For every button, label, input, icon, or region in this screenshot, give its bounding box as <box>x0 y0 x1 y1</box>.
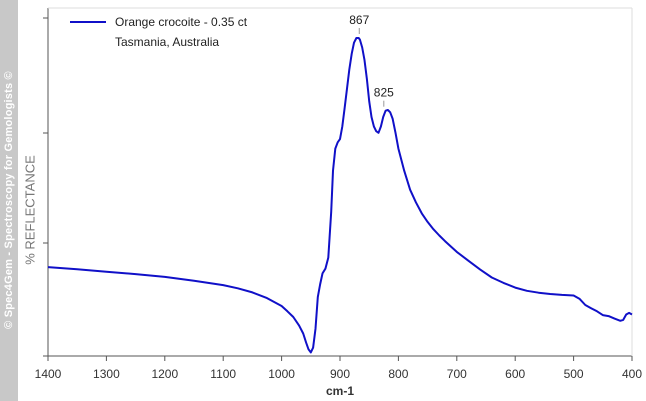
peak-label: 825 <box>374 86 394 100</box>
x-tick-label: 900 <box>330 367 350 381</box>
x-axis-label: cm-1 <box>326 384 354 398</box>
x-tick-label: 700 <box>447 367 467 381</box>
x-tick-label: 600 <box>505 367 525 381</box>
y-ticks <box>43 17 48 357</box>
x-tick-label: 1000 <box>268 367 295 381</box>
x-tick-label: 400 <box>622 367 642 381</box>
series-line <box>47 37 633 354</box>
watermark-band <box>0 0 18 401</box>
x-tick-label: 800 <box>388 367 408 381</box>
legend-entry: Orange crocoite - 0.35 ct <box>115 15 248 29</box>
legend: Orange crocoite - 0.35 ct Tasmania, Austr… <box>70 15 248 49</box>
x-tick-label: 1200 <box>151 367 178 381</box>
x-tick-label: 500 <box>564 367 584 381</box>
chart-axes <box>47 7 633 357</box>
x-ticks: 1400 1300 1200 1100 1000 900 800 700 600 500 400 <box>35 356 642 381</box>
x-tick-label: 1100 <box>210 367 236 381</box>
series-group <box>47 37 633 354</box>
peak-label: 867 <box>349 13 369 27</box>
x-tick-label: 1400 <box>35 367 62 381</box>
peak-annotations: 867 825 <box>349 13 394 107</box>
x-tick-label: 1300 <box>93 367 120 381</box>
legend-entry: Tasmania, Australia <box>115 35 219 49</box>
